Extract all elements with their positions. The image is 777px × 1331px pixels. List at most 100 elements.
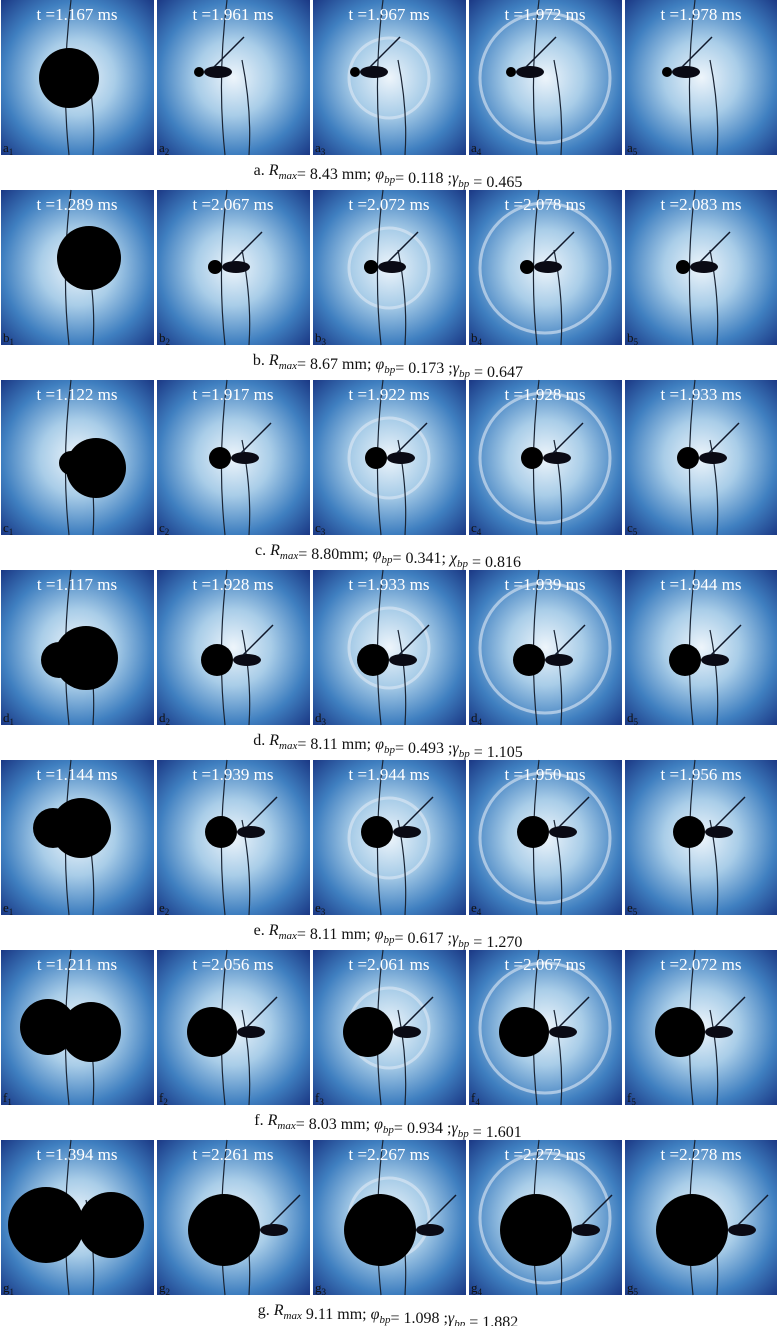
time-label: t =1.956 ms (661, 765, 742, 784)
panel-index: 2 (165, 527, 170, 537)
caption-symbol: φ (375, 166, 384, 183)
photo-panel: t =1.117 msd1 (1, 570, 154, 727)
time-label: t =2.278 ms (661, 1145, 742, 1164)
bubble (343, 1007, 393, 1057)
panel-index: 1 (10, 337, 15, 347)
panel-index: 3 (322, 1287, 327, 1297)
caption-symbol: φ (371, 1306, 380, 1323)
caption-text: = 8.11 mm; (297, 736, 375, 753)
bubble (187, 1007, 237, 1057)
jet (389, 654, 417, 666)
caption: b. Rmax= 8.67 mm; φbp= 0.173 ;γbp = 0.64… (253, 352, 523, 381)
panel-index: 4 (477, 527, 482, 537)
bubble (521, 447, 543, 469)
panel-index: 5 (631, 1097, 636, 1107)
caption-text: = 0.934 ; (394, 1120, 451, 1137)
caption-text: = 8.67 mm; (297, 356, 375, 373)
panel-index: 4 (477, 147, 482, 157)
caption-symbol: R (269, 542, 280, 559)
jet (672, 66, 700, 78)
panel-index: 1 (7, 1097, 12, 1107)
caption-text: = 0.647 (470, 364, 523, 381)
time-label: t =2.072 ms (349, 195, 430, 214)
caption-text: = 8.03 mm; (296, 1116, 374, 1133)
caption-text: = 0.816 (468, 554, 521, 571)
jet (699, 452, 727, 464)
time-label: t =1.961 ms (193, 5, 274, 24)
panel-index: 5 (633, 527, 638, 537)
time-label: t =1.978 ms (661, 5, 742, 24)
time-label: t =1.967 ms (349, 5, 430, 24)
panel-index: 1 (10, 1287, 15, 1297)
panel-index: 5 (633, 907, 638, 917)
time-label: t =2.067 ms (505, 955, 586, 974)
caption-text: = 0.173 ; (395, 360, 452, 377)
caption-text: = 0.465 (469, 174, 522, 191)
photo-panel: t =2.072 msb3 (313, 190, 466, 347)
bubble (656, 1194, 728, 1266)
time-label: t =2.078 ms (505, 195, 586, 214)
panel-index: 3 (322, 717, 327, 727)
bubble (350, 67, 360, 77)
panel-index: 2 (163, 1097, 168, 1107)
time-label: t =2.267 ms (349, 1145, 430, 1164)
bubble (673, 816, 705, 848)
photo-panel: t =1.944 msd5 (625, 570, 777, 727)
jet (516, 66, 544, 78)
caption-subscript: max (279, 360, 297, 372)
caption-subscript: bp (457, 558, 469, 570)
caption-subscript: bp (384, 364, 396, 376)
photo-panel: t =1.122 msc1 (1, 380, 154, 537)
caption: c. Rmax= 8.80mm; φbp= 0.341; χbp = 0.816 (255, 542, 521, 571)
caption-subscript: bp (379, 1314, 391, 1326)
jet (701, 654, 729, 666)
photo-panel: t =2.056 msf2 (157, 950, 310, 1107)
caption-symbol: φ (375, 356, 384, 373)
caption-subscript: bp (458, 178, 470, 190)
caption-text: 9.11 mm; (302, 1306, 371, 1323)
caption-subscript: bp (454, 1318, 466, 1326)
caption-symbol: R (268, 732, 279, 749)
caption-text: g. (258, 1302, 274, 1319)
caption-subscript: bp (458, 1128, 470, 1140)
jet (233, 654, 261, 666)
bubble (33, 808, 73, 848)
time-label: t =2.056 ms (193, 955, 274, 974)
time-label: t =1.928 ms (193, 575, 274, 594)
panel-index: 2 (165, 147, 170, 157)
caption-subscript: bp (459, 368, 471, 380)
bubble (500, 1194, 572, 1266)
photo-panel: t =1.167 msa1 (1, 0, 154, 157)
photo-panel: t =1.144 mse1 (1, 760, 154, 917)
panel-index: 1 (9, 527, 14, 537)
panel-index: 1 (9, 147, 14, 157)
caption-subscript: bp (384, 744, 396, 756)
time-label: t =1.917 ms (193, 385, 274, 404)
panel-index: 4 (478, 717, 483, 727)
photo-panel: t =2.067 msf4 (469, 950, 622, 1107)
caption-text: a. (254, 162, 269, 179)
bubble (357, 644, 389, 676)
jet (204, 66, 232, 78)
panel-index: 4 (477, 907, 482, 917)
bubble (344, 1194, 416, 1266)
caption-subscript: bp (383, 1124, 395, 1136)
time-label: t =2.072 ms (661, 955, 742, 974)
jet (393, 1026, 421, 1038)
photo-panel: t =1.933 msd3 (313, 570, 466, 727)
caption-text: = 1.105 (470, 744, 523, 761)
time-label: t =1.394 ms (37, 1145, 118, 1164)
panel-index: 3 (321, 527, 326, 537)
caption-symbol: φ (375, 926, 384, 943)
caption-text: = 1.882 (465, 1314, 518, 1326)
photo-panel: t =1.917 msc2 (157, 380, 310, 537)
panel-index: 3 (322, 337, 327, 347)
panel-index: 2 (165, 907, 170, 917)
time-label: t =1.122 ms (37, 385, 118, 404)
caption-text: = 8.11 mm; (297, 926, 375, 943)
caption-text: b. (253, 352, 269, 369)
time-label: t =1.944 ms (349, 765, 430, 784)
caption-subscript: max (279, 930, 297, 942)
